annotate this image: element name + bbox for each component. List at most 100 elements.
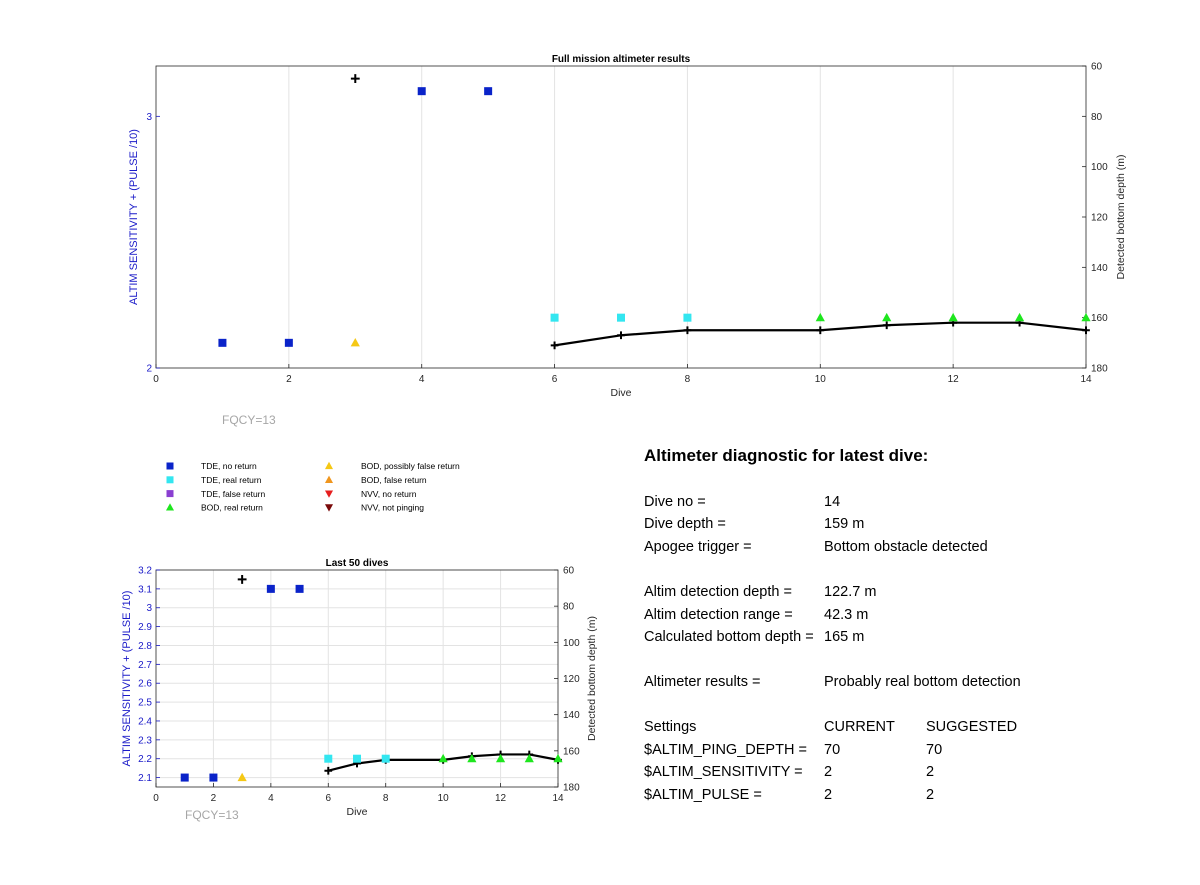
bottom-depth-point xyxy=(882,321,891,330)
data-point-triangle-up xyxy=(438,753,448,763)
x-tick-label: 6 xyxy=(552,374,558,385)
data-point-square xyxy=(218,338,227,347)
legend-label: NVV, not pinging xyxy=(361,503,424,513)
altim-detection-range-value: 42.3 m xyxy=(824,607,869,623)
data-point-square xyxy=(209,773,218,782)
data-point-triangle-up xyxy=(524,753,534,763)
dive-no-label: Dive no = xyxy=(644,494,706,510)
x-tick-label: 14 xyxy=(1080,374,1092,385)
legend-marker xyxy=(165,503,175,511)
y2-tick-label: 160 xyxy=(563,746,580,757)
settings-suggested-header: SUGGESTED xyxy=(926,719,1018,735)
y-tick-label: 2.2 xyxy=(138,754,152,765)
data-point-square xyxy=(295,584,304,593)
y2-tick-label: 60 xyxy=(1091,62,1103,73)
y2-tick-label: 140 xyxy=(1091,263,1108,274)
y2-tick-label: 80 xyxy=(1091,112,1103,123)
data-point-plus xyxy=(237,575,247,584)
dive-depth-label: Dive depth = xyxy=(644,516,726,532)
chart-title: Full mission altimeter results xyxy=(552,54,691,65)
ping-depth-label: $ALTIM_PING_DEPTH = xyxy=(644,742,807,758)
calculated-bottom-depth-value: 165 m xyxy=(824,629,865,645)
x-tick-label: 10 xyxy=(815,374,827,385)
x-tick-label: 4 xyxy=(268,793,274,804)
fqcy-annotation: FQCY=13 xyxy=(185,808,239,822)
y2-tick-label: 60 xyxy=(563,566,575,577)
y-tick-label: 2.6 xyxy=(138,679,152,690)
altimeter-results-label: Altimeter results = xyxy=(644,674,761,690)
legend-marker xyxy=(324,475,334,483)
data-point-square xyxy=(484,87,493,96)
sensitivity-suggested: 2 xyxy=(926,764,935,780)
y2-tick-label: 180 xyxy=(563,783,580,794)
bottom-depth-point xyxy=(617,331,625,340)
data-point-square xyxy=(417,87,426,96)
legend-marker xyxy=(166,490,174,498)
altimeter-results-value: Probably real bottom detection xyxy=(824,674,1021,690)
x-tick-label: 0 xyxy=(153,374,159,385)
legend-marker xyxy=(166,476,174,484)
y-tick-label: 2.3 xyxy=(138,735,152,746)
x-tick-label: 2 xyxy=(211,793,217,804)
altim-detection-depth-value: 122.7 m xyxy=(824,584,877,600)
altim-detection-depth-label: Altim detection depth = xyxy=(644,584,792,600)
data-point-triangle-up xyxy=(553,753,563,763)
data-point-triangle-up xyxy=(350,338,360,347)
x-tick-label: 12 xyxy=(948,374,960,385)
y2-tick-label: 100 xyxy=(1091,162,1108,173)
y2-tick-label: 80 xyxy=(563,602,575,613)
calculated-bottom-depth-label: Calculated bottom depth = xyxy=(644,629,814,645)
legend-marker xyxy=(324,504,334,512)
bottom-depth-point xyxy=(550,341,559,350)
data-point-square xyxy=(324,754,333,763)
data-point-triangle-up xyxy=(882,312,892,322)
data-point-square xyxy=(284,338,293,347)
legend-marker xyxy=(324,461,334,470)
x-tick-label: 12 xyxy=(495,793,507,804)
data-point-triangle-up xyxy=(495,753,506,763)
ping-depth-suggested: 70 xyxy=(926,742,943,758)
sensitivity-label: $ALTIM_SENSITIVITY = xyxy=(644,764,803,780)
settings-current-header: CURRENT xyxy=(824,719,895,735)
y2-tick-label: 100 xyxy=(563,638,580,649)
y-tick-label: 2.1 xyxy=(138,773,152,784)
data-point-triangle-up xyxy=(948,312,958,322)
bottom-depth-point xyxy=(324,766,333,775)
y-tick-label: 3 xyxy=(146,112,152,123)
legend-label: BOD, possibly false return xyxy=(361,461,460,471)
y2-tick-label: 120 xyxy=(1091,213,1108,224)
altim-detection-range-label: Altim detection range = xyxy=(644,607,793,623)
legend-marker xyxy=(166,462,174,470)
y-tick-label: 2.5 xyxy=(138,698,152,709)
data-point-square xyxy=(550,313,559,322)
fqcy-annotation: FQCY=13 xyxy=(222,413,276,427)
pulse-label: $ALTIM_PULSE = xyxy=(644,787,762,803)
y2-tick-label: 140 xyxy=(563,710,580,721)
settings-label: Settings xyxy=(644,719,697,735)
x-tick-label: 8 xyxy=(685,374,691,385)
y-tick-label: 2 xyxy=(146,364,152,375)
legend: TDE, no return TDE, real return TDE, false… xyxy=(165,461,460,513)
ping-depth-current: 70 xyxy=(824,742,841,758)
data-point-triangle-up xyxy=(815,312,825,322)
legend-label: TDE, false return xyxy=(201,489,266,499)
x-tick-label: 6 xyxy=(326,793,332,804)
legend-marker xyxy=(324,490,334,498)
legend-label: BOD, real return xyxy=(201,503,263,513)
x-tick-label: 0 xyxy=(153,793,159,804)
dive-depth-value: 159 m xyxy=(824,516,865,532)
data-point-square xyxy=(617,313,625,322)
y2-axis-label: Detected bottom depth (m) xyxy=(586,616,598,741)
y-tick-label: 3.2 xyxy=(138,566,152,577)
pulse-current: 2 xyxy=(824,787,833,803)
y-axis-label: ALTIM SENSITIVITY + (PULSE /10) xyxy=(121,591,133,767)
bottom-depth-point xyxy=(1082,326,1090,335)
x-tick-label: 2 xyxy=(286,374,292,385)
apogee-trigger-label: Apogee trigger = xyxy=(644,539,752,555)
y2-tick-label: 160 xyxy=(1091,313,1108,324)
chart-title: Last 50 dives xyxy=(326,558,389,569)
data-point-square xyxy=(683,313,692,322)
legend-label: NVV, no return xyxy=(361,489,417,499)
x-tick-label: 10 xyxy=(438,793,450,804)
